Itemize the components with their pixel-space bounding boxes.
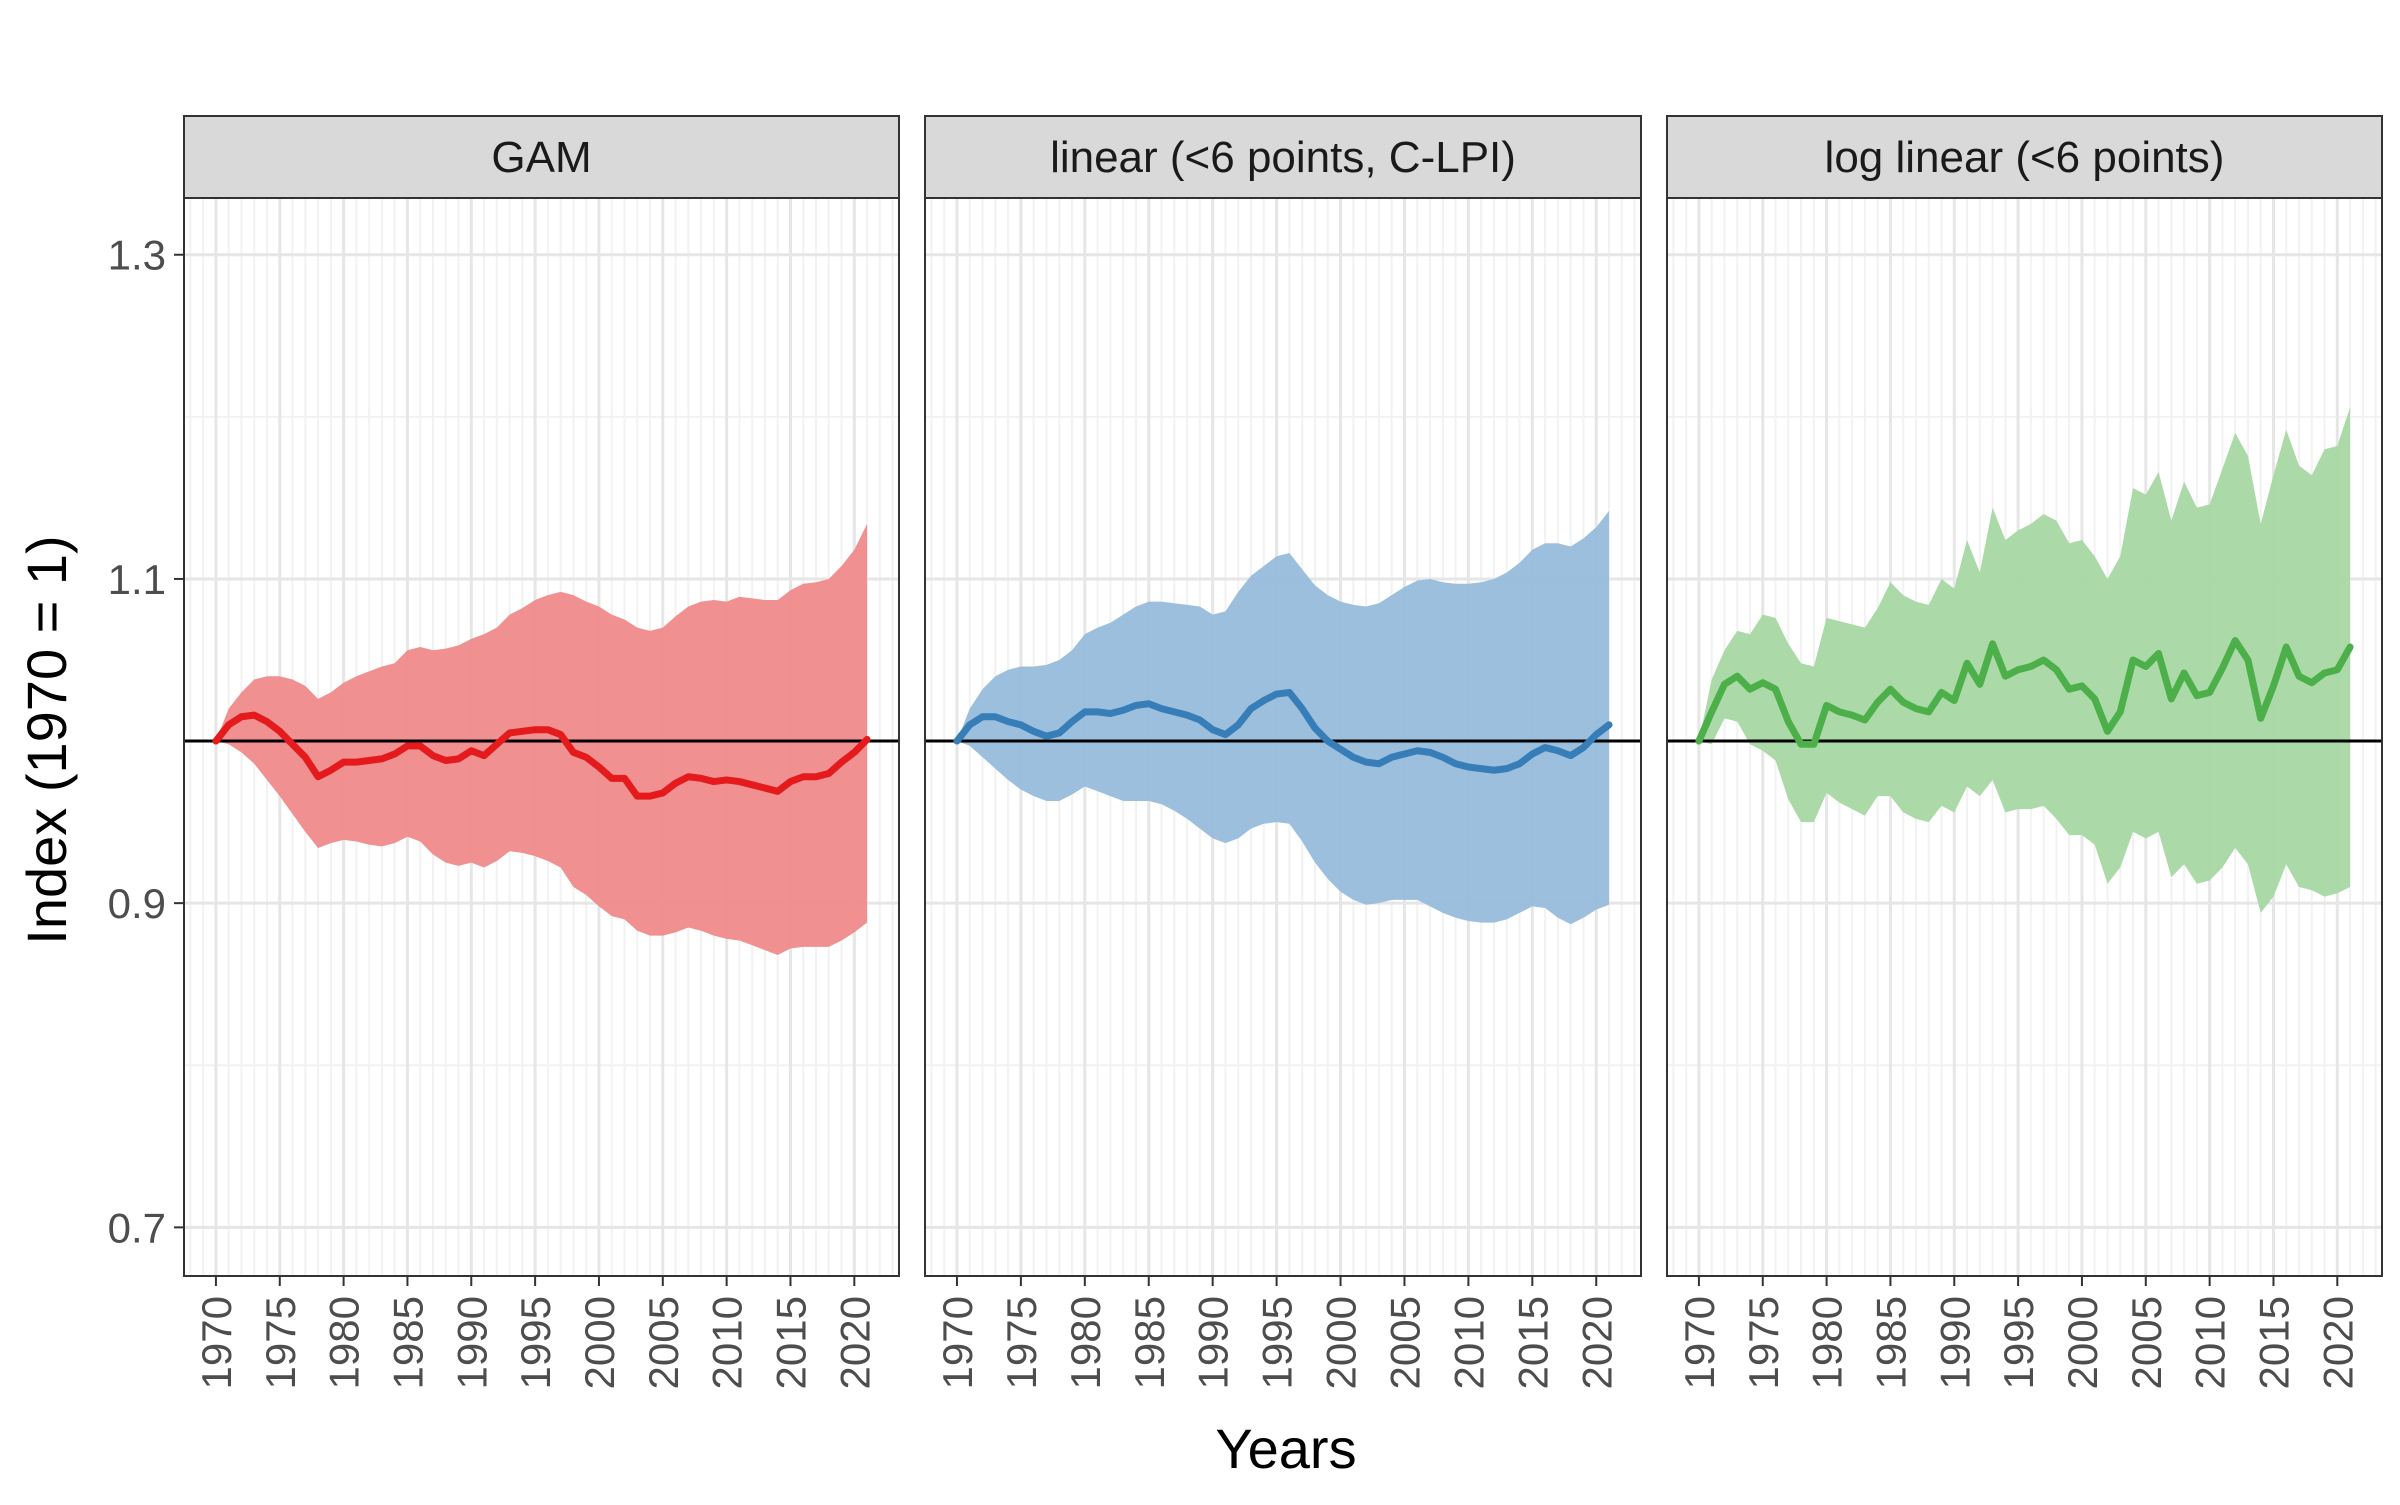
x-axis-title: Years [1215, 1417, 1356, 1480]
index-line [212, 711, 871, 800]
y-tick-label: 1.3 [108, 232, 166, 279]
x-tick-label: 2005 [640, 1296, 687, 1389]
frame-layer [183, 115, 2383, 1277]
x-tick-label: 1975 [257, 1296, 304, 1389]
x-tick-label: 2020 [1573, 1296, 1620, 1389]
panel-2-labels: linear (<6 points, C-LPI) 1970 1975 1980 198… [934, 133, 1620, 1389]
x-tick-label: 2020 [2314, 1296, 2361, 1389]
x-tick-label: 1975 [998, 1296, 1045, 1389]
x-tick-label: 2015 [767, 1296, 814, 1389]
confidence-band [1698, 407, 2351, 913]
x-tick-label: 1990 [1190, 1296, 1237, 1389]
x-tick-label: 2010 [704, 1296, 751, 1389]
facet-label: log linear (<6 points) [1825, 133, 2225, 182]
y-tick-label: 1.1 [108, 556, 166, 603]
facet-label: GAM [491, 133, 591, 182]
panel-2-series [925, 510, 1641, 925]
x-tick-label: 1990 [1931, 1296, 1978, 1389]
panel-2-frame [924, 115, 1642, 1277]
x-tick-label: 1990 [448, 1296, 495, 1389]
confidence-band [215, 523, 868, 956]
x-tick-label: 1980 [1804, 1296, 1851, 1389]
x-tick-label: 1985 [384, 1296, 431, 1389]
x-tick-label: 1995 [1254, 1296, 1301, 1389]
x-tick-label: 1980 [1062, 1296, 1109, 1389]
x-tick-label: 2000 [1318, 1296, 1365, 1389]
x-tick-label: 1995 [1995, 1296, 2042, 1389]
index-line [1695, 637, 2354, 748]
x-tick-label: 2010 [1445, 1296, 1492, 1389]
y-tick-label: 0.7 [108, 1204, 166, 1251]
x-tick-label: 2010 [2187, 1296, 2234, 1389]
x-tick-label: 1980 [321, 1296, 368, 1389]
y-axis-title: Index (1970 = 1) [15, 535, 78, 944]
panel-1-series [184, 523, 899, 956]
data-layer [184, 407, 2382, 956]
y-axis: 0.7 0.9 1.1 1.3 [108, 232, 184, 1251]
x-tick-label: 2005 [2123, 1296, 2170, 1389]
panel-3-series [1667, 407, 2382, 913]
x-tick-label: 2005 [1381, 1296, 1428, 1389]
x-tick-label: 1985 [1126, 1296, 1173, 1389]
x-tick-label: 2000 [2059, 1296, 2106, 1389]
facet-strip [924, 115, 1642, 199]
panel-3-frame [1666, 115, 2383, 1277]
x-tick-label: 1970 [193, 1296, 240, 1389]
x-tick-label: 1975 [1740, 1296, 1787, 1389]
panel-1-frame [183, 115, 900, 1277]
facet-strip [183, 115, 900, 199]
panel-1-labels: GAM 1970 1975 1980 1985 1990 1995 2000 2005 2010 2… [193, 133, 878, 1389]
confidence-band [956, 510, 1610, 925]
index-line [953, 688, 1613, 774]
x-tick-label: 1995 [512, 1296, 559, 1389]
x-tick-label: 1970 [934, 1296, 981, 1389]
x-tick-label: 1970 [1676, 1296, 1723, 1389]
y-tick-label: 0.9 [108, 880, 166, 927]
x-tick-label: 1985 [1867, 1296, 1914, 1389]
label-layer: GAM 1970 1975 1980 1985 1990 1995 2000 2005 2010 2… [108, 133, 2362, 1389]
x-tick-label: 2020 [831, 1296, 878, 1389]
panel-3-labels: log linear (<6 points) 1970 1975 1980 1985 19… [1676, 133, 2361, 1389]
x-tick-label: 2000 [576, 1296, 623, 1389]
x-tick-label: 2015 [2250, 1296, 2297, 1389]
facet-label: linear (<6 points, C-LPI) [1050, 133, 1516, 182]
facet-strip [1666, 115, 2383, 199]
x-tick-label: 2015 [1509, 1296, 1556, 1389]
